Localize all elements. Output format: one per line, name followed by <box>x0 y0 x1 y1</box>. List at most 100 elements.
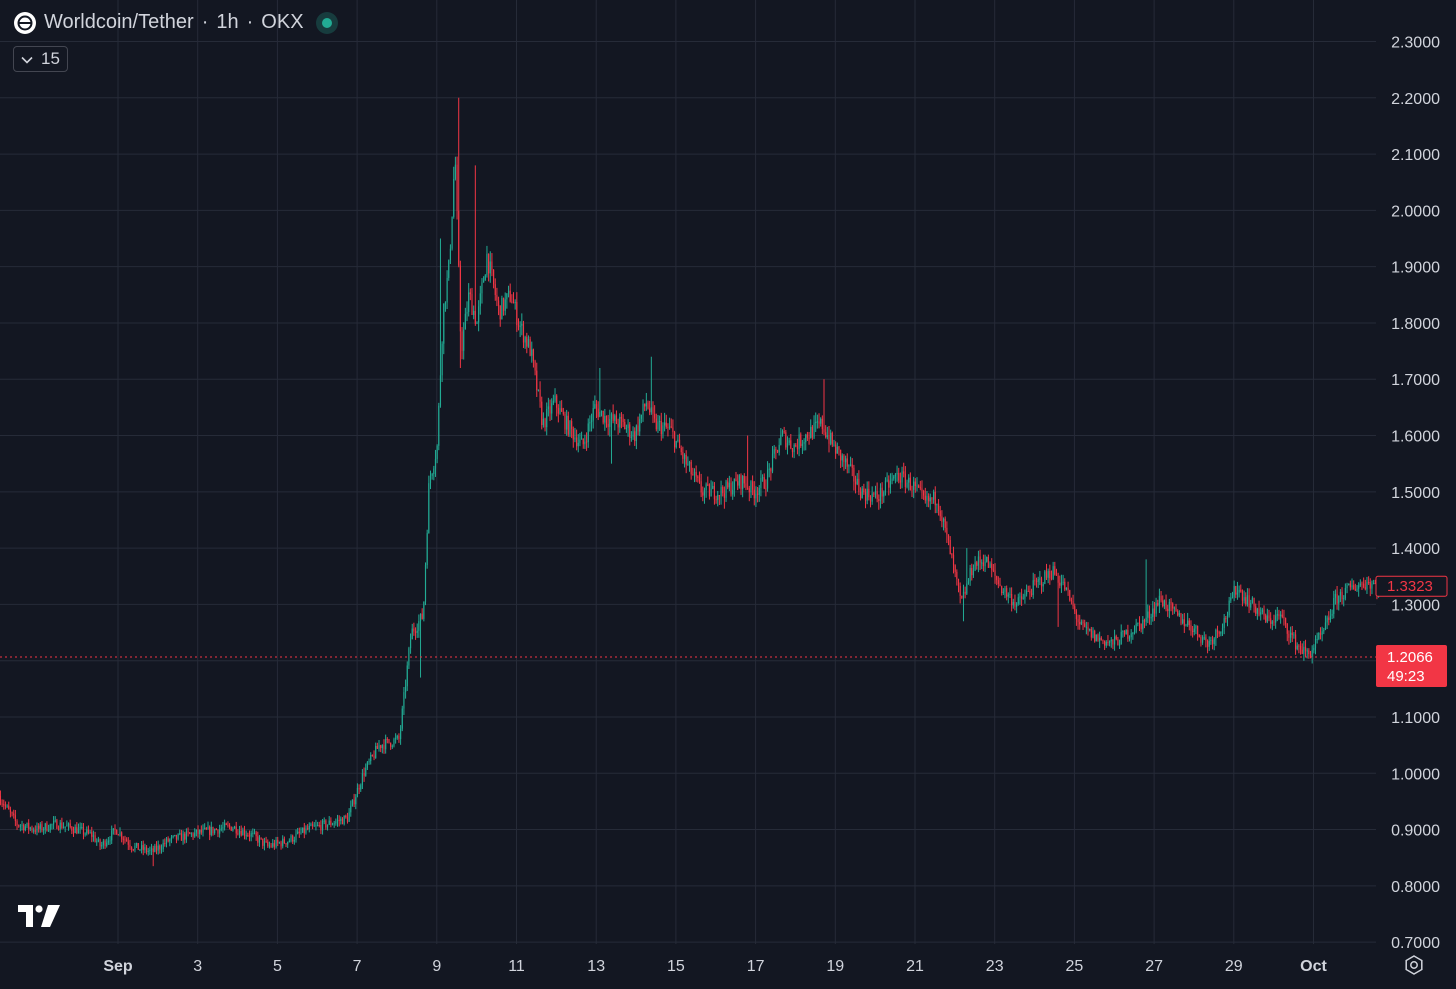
candle-body <box>57 828 60 830</box>
candle-body <box>270 845 272 847</box>
candle-body <box>478 306 480 323</box>
candle-body <box>345 815 347 818</box>
candle-body <box>692 474 694 476</box>
candle-body <box>438 405 440 446</box>
candle-body <box>1090 629 1092 638</box>
candle-body <box>557 407 559 414</box>
candle-body <box>131 847 133 850</box>
candle-body <box>192 833 194 837</box>
candle-body <box>632 431 634 437</box>
candle-body <box>911 489 913 491</box>
candle-body <box>242 830 244 836</box>
candle-body <box>845 458 847 463</box>
candle-body <box>1243 597 1245 601</box>
candle-body <box>235 826 237 834</box>
candle-body <box>1301 649 1303 654</box>
candle-body <box>1137 622 1139 624</box>
candle-body <box>469 292 471 295</box>
candle-body <box>1182 619 1184 624</box>
candle-body <box>846 458 848 467</box>
candle-body <box>174 834 176 836</box>
candle-body <box>204 827 206 829</box>
candle-body <box>1276 614 1278 616</box>
candle-body <box>1220 631 1222 634</box>
candle-body <box>604 415 606 423</box>
candle-body <box>132 849 134 851</box>
candle-body <box>390 742 392 747</box>
candle-body <box>624 422 626 430</box>
candle-body <box>197 829 199 835</box>
candle-body <box>81 827 83 829</box>
candle-body <box>454 164 456 179</box>
candle-body <box>1240 589 1242 592</box>
candle-body <box>1059 582 1061 586</box>
candle-body <box>547 406 549 410</box>
candle-body <box>403 692 405 709</box>
candle-body <box>532 349 535 362</box>
candle-body <box>848 464 850 467</box>
candle-body <box>1187 620 1189 626</box>
market-status[interactable] <box>315 11 338 34</box>
candle-body <box>1102 640 1104 642</box>
candle-body <box>946 527 948 535</box>
candle-body <box>1190 625 1192 631</box>
candle-body <box>722 487 724 494</box>
candle-body <box>413 628 415 632</box>
indicators-toggle-button[interactable]: 15 <box>13 46 68 72</box>
candle-body <box>989 563 991 568</box>
candle-body <box>383 745 385 750</box>
candle-body <box>800 434 802 446</box>
candle-body <box>290 835 292 841</box>
candle-body <box>957 578 960 587</box>
candle-body <box>82 827 85 835</box>
candle-body <box>355 797 357 805</box>
candle-body <box>923 490 925 496</box>
candle-body <box>976 562 978 566</box>
chevron-down-icon <box>21 49 33 69</box>
candle-body <box>87 829 90 833</box>
candle-body <box>1290 632 1292 638</box>
candle-body <box>896 472 898 475</box>
candle-body <box>881 487 883 497</box>
candle-body <box>1368 582 1370 584</box>
candle-body <box>343 815 345 825</box>
candle-body <box>961 595 963 598</box>
candle-body <box>878 498 880 502</box>
symbol-legend[interactable]: Worldcoin/Tether · 1h · OKX <box>14 11 338 34</box>
price-axis[interactable]: 2.3000 2.2000 2.1000 2.0000 1.9000 1.8000 1.70… <box>1391 35 1440 953</box>
candle-body <box>1318 632 1320 640</box>
candle-body <box>71 827 73 831</box>
candle-body <box>1308 650 1310 655</box>
candle-body <box>1128 637 1131 639</box>
candle-body <box>86 829 88 834</box>
candle-body <box>732 489 734 495</box>
candle-body <box>175 834 178 840</box>
candle-body <box>1333 597 1335 614</box>
tradingview-logo-icon[interactable] <box>18 905 60 934</box>
settings-icon[interactable] <box>1402 953 1426 982</box>
candle-body <box>1062 581 1064 583</box>
candle-body <box>353 799 355 805</box>
candle-body <box>1323 630 1325 632</box>
candle-body <box>743 475 745 484</box>
candle-body <box>43 829 45 831</box>
candle-body <box>1079 622 1081 625</box>
candle-body <box>1206 640 1209 647</box>
candle-body <box>1236 592 1239 595</box>
candle-body <box>1195 625 1197 629</box>
candle-body <box>951 554 953 556</box>
candle-body <box>1045 571 1048 578</box>
candle-body <box>1087 626 1089 630</box>
candle-body <box>562 411 564 414</box>
exchange-label[interactable]: OKX <box>261 11 304 33</box>
time-axis[interactable]: Sep 3 5 7 9 11 13 15 17 19 21 23 25 27 29 Oct <box>103 958 1327 975</box>
candle-body <box>703 490 706 496</box>
interval-label[interactable]: 1h <box>216 11 239 33</box>
candle-body <box>851 464 853 468</box>
candle-body <box>265 841 267 843</box>
candle-body <box>690 461 692 475</box>
symbol-name[interactable]: Worldcoin/Tether <box>44 11 194 33</box>
candle-body <box>328 820 330 825</box>
candle-body <box>1198 634 1200 637</box>
